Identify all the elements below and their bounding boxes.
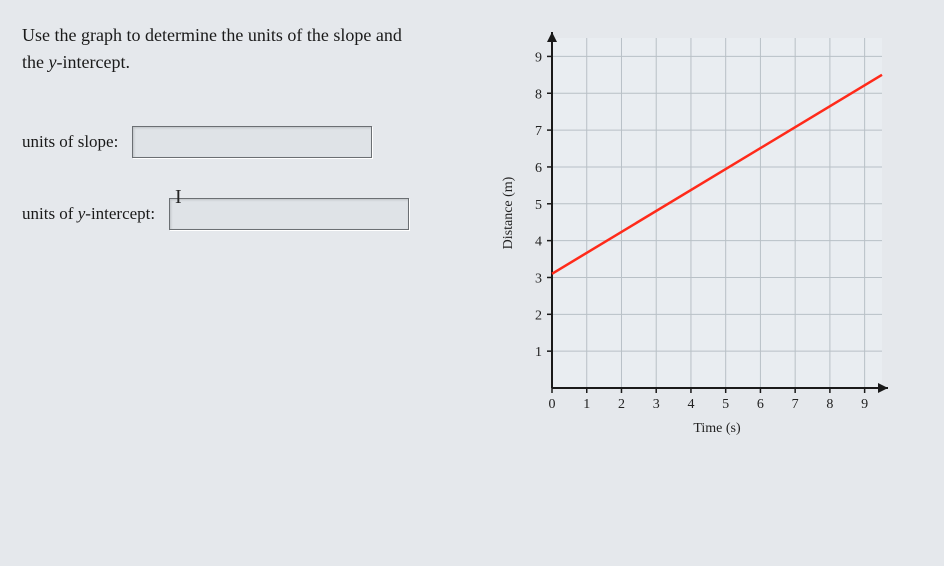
svg-text:8: 8: [826, 397, 833, 412]
svg-text:1: 1: [535, 345, 542, 360]
question-text: Use the graph to determine the units of …: [22, 22, 452, 76]
svg-text:3: 3: [653, 397, 660, 412]
svg-text:9: 9: [535, 50, 542, 65]
svg-text:5: 5: [535, 198, 542, 213]
svg-text:1: 1: [583, 397, 590, 412]
yintercept-input[interactable]: [169, 198, 409, 230]
page-root: Use the graph to determine the units of …: [0, 0, 944, 566]
svg-text:8: 8: [535, 87, 542, 102]
yintercept-field-row: units of y-intercept:: [22, 198, 452, 230]
distance-time-chart: 0 1 2 3 4 5 6 7 8 9 1 2 3 4 5 6 7 8 9 Time (s) Distance (m): [482, 18, 902, 458]
yintercept-label: units of y-intercept:: [22, 204, 155, 224]
svg-text:4: 4: [687, 397, 694, 412]
svg-text:7: 7: [792, 397, 799, 412]
slope-label: units of slope:: [22, 132, 118, 152]
svg-text:6: 6: [535, 161, 542, 176]
svg-text:Distance (m): Distance (m): [501, 176, 516, 249]
svg-text:7: 7: [535, 124, 542, 139]
svg-text:Time (s): Time (s): [693, 421, 741, 436]
slope-field-row: units of slope:: [22, 126, 452, 158]
question-line1: Use the graph to determine the units of …: [22, 25, 402, 45]
svg-text:2: 2: [535, 308, 542, 323]
slope-input[interactable]: [132, 126, 372, 158]
svg-text:2: 2: [618, 397, 625, 412]
chart-panel: 0 1 2 3 4 5 6 7 8 9 1 2 3 4 5 6 7 8 9 Time (s) Distance (m): [482, 18, 922, 548]
svg-text:0: 0: [549, 397, 556, 412]
svg-text:6: 6: [757, 397, 764, 412]
question-line2: the y-intercept.: [22, 52, 130, 72]
svg-text:5: 5: [722, 397, 729, 412]
svg-text:9: 9: [861, 397, 868, 412]
svg-text:4: 4: [535, 235, 542, 250]
svg-text:3: 3: [535, 271, 542, 286]
left-panel: Use the graph to determine the units of …: [22, 18, 452, 548]
